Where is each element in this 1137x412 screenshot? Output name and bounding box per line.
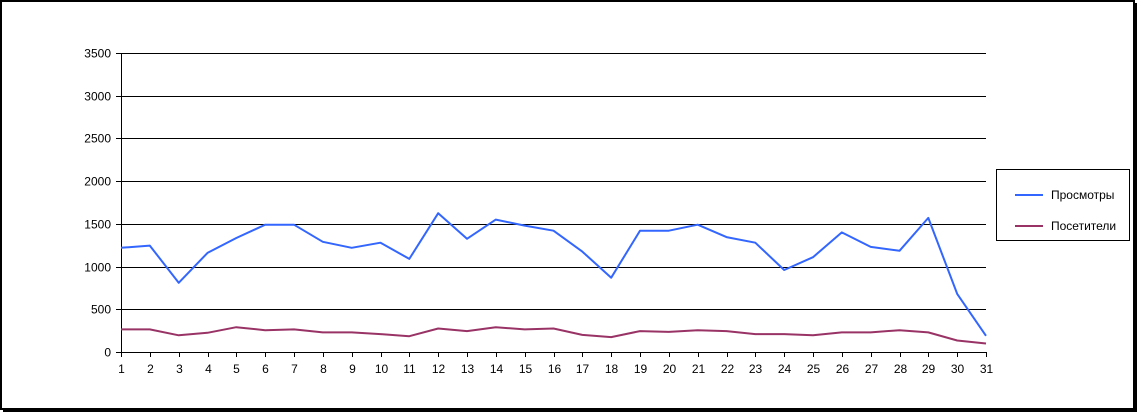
y-tick-label: 0 — [104, 346, 111, 360]
x-tick-label: 29 — [922, 362, 936, 376]
legend-item-visitors: Посетители — [997, 218, 1116, 234]
x-tick-label: 30 — [951, 362, 965, 376]
y-tick-label: 2000 — [84, 175, 111, 189]
x-tick-label: 21 — [692, 362, 706, 376]
x-tick-label: 2 — [147, 362, 154, 376]
legend-swatch-visitors — [1015, 225, 1043, 227]
legend-label-views: Просмотры — [1051, 188, 1115, 202]
legend: Просмотры Посетители — [996, 169, 1130, 241]
y-tick-label: 1000 — [84, 261, 111, 275]
y-tick-label: 3500 — [84, 47, 111, 61]
x-tick-label: 11 — [403, 362, 416, 376]
x-tick-label: 20 — [663, 362, 677, 376]
series-line-1 — [121, 326, 987, 345]
y-tick-label: 2500 — [84, 132, 111, 146]
x-tick-label: 1 — [118, 362, 125, 376]
x-tick-label: 10 — [375, 362, 389, 376]
x-tick-label: 16 — [548, 362, 562, 376]
x-tick-label: 17 — [576, 362, 590, 376]
x-tick-label: 7 — [291, 362, 298, 376]
x-tick-label: 27 — [865, 362, 879, 376]
series-lines — [120, 212, 987, 345]
x-tick-label: 24 — [778, 362, 792, 376]
x-axis-ticks: 1 2 3 4 5 6 7 8 9 10 11 12 13 14 15 16 17 18 19 20 21 22 23 24 2… — [118, 352, 993, 376]
y-tick-label: 500 — [91, 303, 111, 317]
x-tick-label: 6 — [262, 362, 269, 376]
x-tick-label: 12 — [432, 362, 446, 376]
x-tick-label: 18 — [605, 362, 619, 376]
y-tick-label: 1500 — [84, 218, 111, 232]
series-line-0 — [120, 212, 987, 337]
x-tick-label: 9 — [349, 362, 356, 376]
x-tick-label: 3 — [176, 362, 183, 376]
x-tick-label: 19 — [634, 362, 648, 376]
x-tick-label: 28 — [894, 362, 908, 376]
legend-swatch-views — [1015, 194, 1043, 196]
x-tick-label: 25 — [807, 362, 821, 376]
x-tick-label: 22 — [721, 362, 735, 376]
x-tick-label: 15 — [519, 362, 533, 376]
x-tick-label: 5 — [233, 362, 240, 376]
x-tick-label: 4 — [205, 362, 212, 376]
gridlines — [121, 53, 986, 310]
y-tick-label: 3000 — [84, 90, 111, 104]
legend-item-views: Просмотры — [997, 187, 1114, 203]
x-tick-label: 8 — [320, 362, 327, 376]
legend-label-visitors: Посетители — [1051, 219, 1117, 233]
x-tick-label: 13 — [461, 362, 475, 376]
x-tick-label: 14 — [490, 362, 504, 376]
y-axis-ticks: 0 500 1000 1500 2000 2500 3000 3500 — [84, 47, 121, 360]
x-tick-label: 31 — [980, 362, 994, 376]
x-tick-label: 26 — [836, 362, 850, 376]
axes — [121, 53, 986, 353]
x-tick-label: 23 — [749, 362, 763, 376]
